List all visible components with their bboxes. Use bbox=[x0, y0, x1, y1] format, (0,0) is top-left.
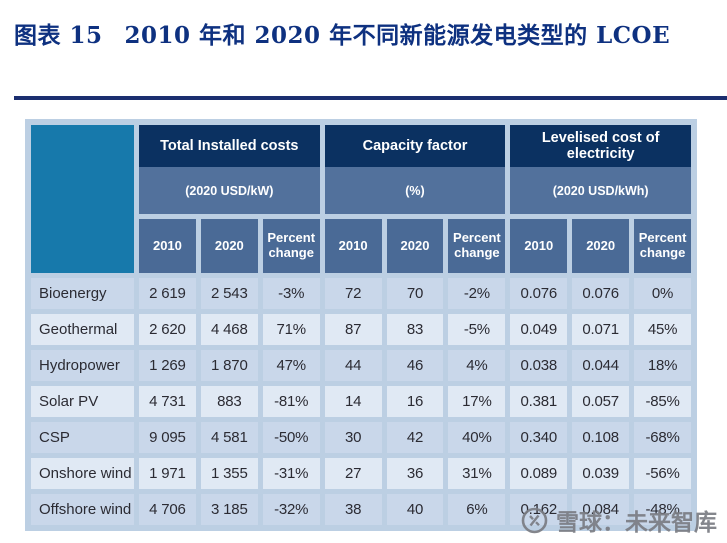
row-label: Hydropower bbox=[31, 350, 134, 381]
table-cell: 0.076 bbox=[572, 278, 630, 309]
table-cell: 0.044 bbox=[572, 350, 630, 381]
row-label: CSP bbox=[31, 422, 134, 453]
table-cell: 36 bbox=[386, 458, 444, 489]
sub-header-cell: Percent change bbox=[448, 219, 506, 273]
column-group-lcoe: Levelised cost of electricity (2020 USD/… bbox=[510, 125, 691, 214]
sub-header-cell: 2010 bbox=[139, 219, 196, 273]
table-cell: 0.089 bbox=[510, 458, 568, 489]
column-group-capacity-factor: Capacity factor (%) bbox=[324, 125, 506, 214]
table-cell: 4% bbox=[448, 350, 506, 381]
figure-label: 图表 15 bbox=[14, 22, 103, 49]
table-cell: 0.108 bbox=[572, 422, 630, 453]
table-cell: 83 bbox=[386, 314, 444, 345]
table-cell: 31% bbox=[448, 458, 506, 489]
column-group-title: Total Installed costs bbox=[139, 125, 320, 167]
title-divider-rule bbox=[14, 96, 727, 100]
lcoe-table: Total Installed costs (2020 USD/kW) Capa… bbox=[25, 119, 697, 531]
table-cell: -85% bbox=[634, 386, 691, 417]
table-cell: -32% bbox=[262, 494, 320, 525]
table-cell: 1 269 bbox=[139, 350, 196, 381]
table-cell: 40% bbox=[448, 422, 506, 453]
table-cell: 45% bbox=[634, 314, 691, 345]
sub-header-cell: 2010 bbox=[510, 219, 568, 273]
table-cell: 38 bbox=[324, 494, 382, 525]
table-cell: 17% bbox=[448, 386, 506, 417]
row-label: Geothermal bbox=[31, 314, 134, 345]
table-cell: 46 bbox=[386, 350, 444, 381]
table-cell: 4 581 bbox=[200, 422, 258, 453]
sub-header-cell: 2020 bbox=[200, 219, 258, 273]
table-cell: 0.071 bbox=[572, 314, 630, 345]
sub-header-cell: 2020 bbox=[386, 219, 444, 273]
table-cell: 4 706 bbox=[139, 494, 196, 525]
figure-title-text: 2010 年和 2020 年不同新能源发电类型的 LCOE bbox=[124, 22, 671, 49]
row-label: Offshore wind bbox=[31, 494, 134, 525]
table-cell: 9 095 bbox=[139, 422, 196, 453]
watermark: 雪球：未来智库 bbox=[521, 503, 717, 537]
table-cell: 0.340 bbox=[510, 422, 568, 453]
table-cell: 70 bbox=[386, 278, 444, 309]
table-cell: 2 543 bbox=[200, 278, 258, 309]
column-group-unit: (%) bbox=[324, 167, 506, 214]
table-cell: 18% bbox=[634, 350, 691, 381]
table-cell: 87 bbox=[324, 314, 382, 345]
table-cell: 0.038 bbox=[510, 350, 568, 381]
column-group-unit: (2020 USD/kWh) bbox=[510, 167, 691, 214]
table-cell: -81% bbox=[262, 386, 320, 417]
table-cell: 72 bbox=[324, 278, 382, 309]
table-cell: -2% bbox=[448, 278, 506, 309]
row-label: Bioenergy bbox=[31, 278, 134, 309]
column-group-unit: (2020 USD/kW) bbox=[139, 167, 320, 214]
xueqiu-logo-icon bbox=[521, 507, 548, 534]
table-cell: 16 bbox=[386, 386, 444, 417]
table-cell: 3 185 bbox=[200, 494, 258, 525]
table-cell: 883 bbox=[200, 386, 258, 417]
watermark-text: 雪球：未来智库 bbox=[556, 509, 717, 535]
table-cell: -48% bbox=[634, 494, 691, 525]
column-group-title: Capacity factor bbox=[324, 125, 506, 167]
sub-header-cell: Percent change bbox=[262, 219, 320, 273]
table-cell: 14 bbox=[324, 386, 382, 417]
table-cell: 47% bbox=[262, 350, 320, 381]
table-cell: -68% bbox=[634, 422, 691, 453]
table-cell: 6% bbox=[448, 494, 506, 525]
table-cell: 0.076 bbox=[510, 278, 568, 309]
table-cell: -5% bbox=[448, 314, 506, 345]
table-cell: 1 355 bbox=[200, 458, 258, 489]
table-cell: 2 620 bbox=[139, 314, 196, 345]
table-cell: 71% bbox=[262, 314, 320, 345]
table-cell: 27 bbox=[324, 458, 382, 489]
table-cell: 44 bbox=[324, 350, 382, 381]
table-cell: 30 bbox=[324, 422, 382, 453]
table-cell: 0.057 bbox=[572, 386, 630, 417]
table-cell: 0% bbox=[634, 278, 691, 309]
column-group-installed-costs: Total Installed costs (2020 USD/kW) bbox=[139, 125, 320, 214]
row-label: Solar PV bbox=[31, 386, 134, 417]
table-corner-cell bbox=[31, 125, 134, 273]
column-group-title: Levelised cost of electricity bbox=[510, 125, 691, 167]
figure-title: 图表 15 2010 年和 2020 年不同新能源发电类型的 LCOE bbox=[14, 16, 670, 50]
table-cell: -31% bbox=[262, 458, 320, 489]
sub-header-cell: 2010 bbox=[324, 219, 382, 273]
table-cell: 1 971 bbox=[139, 458, 196, 489]
table-cell: -3% bbox=[262, 278, 320, 309]
table-cell: 42 bbox=[386, 422, 444, 453]
table-cell: -56% bbox=[634, 458, 691, 489]
table-cell: 4 468 bbox=[200, 314, 258, 345]
table-cell: 4 731 bbox=[139, 386, 196, 417]
sub-header-cell: 2020 bbox=[572, 219, 630, 273]
table-cell: -50% bbox=[262, 422, 320, 453]
row-label: Onshore wind bbox=[31, 458, 134, 489]
table-cell: 0.039 bbox=[572, 458, 630, 489]
table-cell: 1 870 bbox=[200, 350, 258, 381]
table-cell: 40 bbox=[386, 494, 444, 525]
table-cell: 0.049 bbox=[510, 314, 568, 345]
sub-header-cell: Percent change bbox=[634, 219, 691, 273]
table-cell: 2 619 bbox=[139, 278, 196, 309]
table-cell: 0.084 bbox=[572, 494, 630, 525]
table-cell: 0.381 bbox=[510, 386, 568, 417]
